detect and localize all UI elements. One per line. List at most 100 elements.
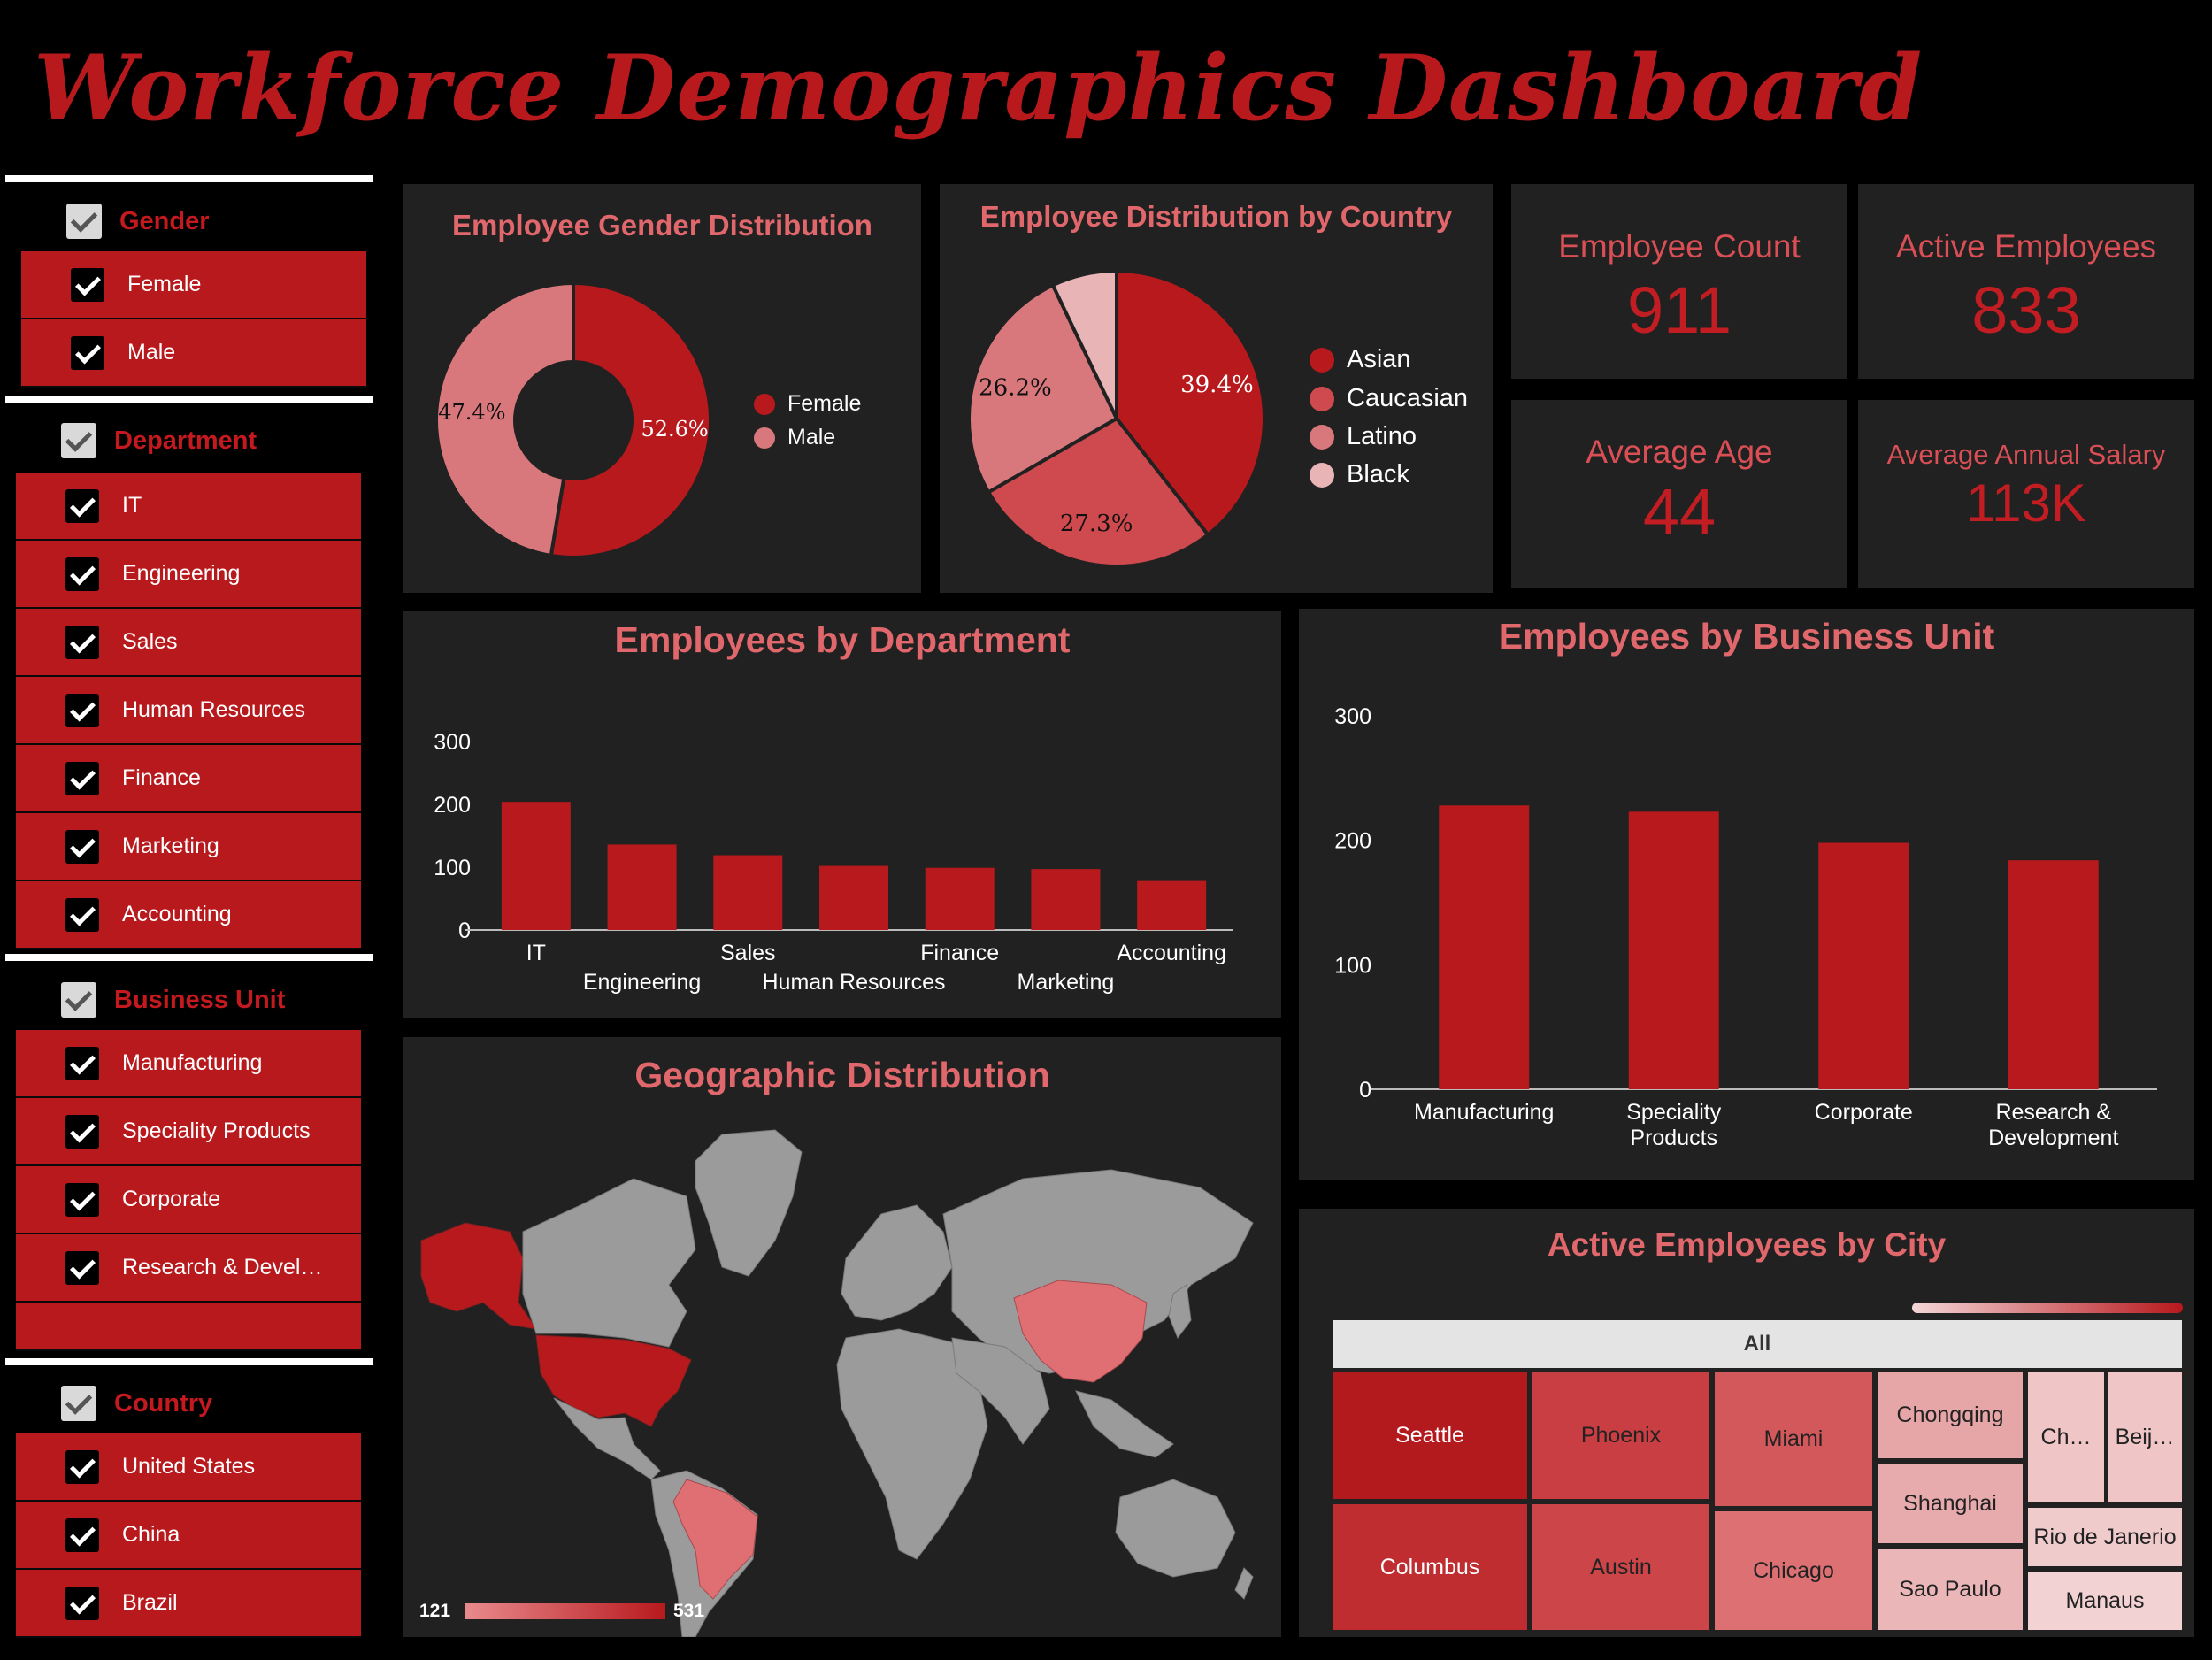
- slicer-item-finance[interactable]: Finance: [16, 745, 361, 813]
- checkbox[interactable]: [65, 1046, 99, 1080]
- slicer-item-corporate[interactable]: Corporate: [16, 1166, 361, 1234]
- x-tick-label: Human Resources: [762, 970, 945, 995]
- treemap-cell-chicago[interactable]: Chicago: [1715, 1511, 1872, 1630]
- map-region-brazil: [672, 1479, 758, 1600]
- bar-corporate[interactable]: [1818, 842, 1909, 1089]
- bar-accounting[interactable]: [1137, 880, 1207, 930]
- x-tick-label: Accounting: [1117, 941, 1226, 965]
- map-color-scale: [465, 1603, 665, 1619]
- bar-it[interactable]: [501, 802, 571, 930]
- country-chart-panel: Employee Distribution by Country 39.4% 27…: [940, 184, 1493, 593]
- bar-human-resources[interactable]: [819, 865, 888, 930]
- pie-slice-female[interactable]: [549, 281, 712, 559]
- x-tick-label: Manufacturing: [1414, 1100, 1554, 1125]
- select-all-checkbox[interactable]: [61, 1386, 96, 1421]
- business-unit-chart-panel: Employees by Business Unit 0 100 200 300 Man…: [1299, 609, 2194, 1180]
- checkbox[interactable]: [65, 1518, 99, 1552]
- y-tick-label: 300: [1334, 704, 1371, 729]
- bar-speciality-products[interactable]: [1628, 811, 1719, 1089]
- bar-manufacturing[interactable]: [1439, 805, 1530, 1089]
- pie-slice-asian[interactable]: [1115, 268, 1266, 538]
- slicer-item-it[interactable]: IT: [16, 473, 361, 541]
- slicer-item-manufacturing[interactable]: Manufacturing: [16, 1030, 361, 1098]
- x-tick-label: Speciality: [1626, 1100, 1721, 1125]
- treemap-cell-sao-paulo[interactable]: Sao Paulo: [1878, 1549, 2023, 1630]
- treemap-cell-columbus[interactable]: Columbus: [1333, 1504, 1527, 1630]
- y-tick-label: 0: [458, 918, 471, 943]
- map-region-europe: [841, 1204, 953, 1321]
- world-map[interactable]: [403, 1108, 1281, 1637]
- treemap-cell-chongqing[interactable]: Chongqing: [1878, 1372, 2023, 1458]
- slicer-item-research-development[interactable]: Research & Devel…: [16, 1234, 361, 1303]
- checkbox[interactable]: [65, 693, 99, 727]
- bar-marketing[interactable]: [1031, 869, 1101, 930]
- map-region-greenland: [695, 1129, 803, 1277]
- kpi-label: Employee Count: [1558, 228, 1801, 265]
- checkbox[interactable]: [65, 829, 99, 864]
- slicer-item-human-resources[interactable]: Human Resources: [16, 677, 361, 745]
- slicer-item-engineering[interactable]: Engineering: [16, 541, 361, 609]
- bar-engineering[interactable]: [607, 844, 677, 930]
- map-region-japan: [1168, 1284, 1192, 1340]
- slicer-item-male[interactable]: Male: [21, 319, 366, 388]
- treemap-cell-miami[interactable]: Miami: [1715, 1372, 1872, 1506]
- bar-sales[interactable]: [713, 855, 783, 930]
- country-slicer-header[interactable]: Country: [61, 1386, 212, 1421]
- slicer-item-speciality-products[interactable]: Speciality Products: [16, 1098, 361, 1166]
- treemap-cell-manaus[interactable]: Manaus: [2028, 1572, 2182, 1630]
- legend-item-female: Female: [754, 391, 861, 417]
- select-all-checkbox[interactable]: [66, 204, 102, 239]
- checkbox[interactable]: [65, 557, 99, 591]
- slicer-item-china[interactable]: China: [16, 1502, 361, 1570]
- checkbox[interactable]: [71, 267, 104, 302]
- geographic-map-panel: Geographic Distribution 121: [403, 1037, 1281, 1637]
- bar-finance[interactable]: [925, 867, 995, 930]
- checkbox[interactable]: [65, 1586, 99, 1620]
- treemap-header-all[interactable]: All: [1333, 1320, 2182, 1368]
- treemap-cell-phoenix[interactable]: Phoenix: [1532, 1372, 1709, 1499]
- checkbox[interactable]: [65, 897, 99, 932]
- bar-research-development[interactable]: [2008, 860, 2099, 1089]
- checkbox[interactable]: [65, 1182, 99, 1217]
- slicer-item-marketing[interactable]: Marketing: [16, 813, 361, 881]
- slicer-item-sales[interactable]: Sales: [16, 609, 361, 677]
- checkbox[interactable]: [65, 1449, 99, 1484]
- slicer-item-female[interactable]: Female: [21, 251, 366, 319]
- map-region-alaska: [420, 1222, 538, 1330]
- select-all-checkbox[interactable]: [61, 982, 96, 1018]
- pie-slice-male[interactable]: [434, 281, 575, 558]
- map-region-australia: [1115, 1479, 1236, 1578]
- checkbox[interactable]: [65, 761, 99, 795]
- treemap-cell-seattle[interactable]: Seattle: [1333, 1372, 1527, 1499]
- select-all-checkbox[interactable]: [61, 423, 96, 458]
- checkbox[interactable]: [65, 488, 99, 523]
- department-bar-chart: 0 100 200 300 IT Engineering Sales Human Resour…: [434, 730, 1233, 995]
- pie-slice-latino[interactable]: [967, 282, 1119, 495]
- treemap-color-scale: [1912, 1303, 2183, 1313]
- business-unit-slicer: Manufacturing Speciality Products Corpor…: [16, 1030, 361, 1351]
- y-tick-label: 200: [1334, 829, 1371, 854]
- treemap-cell-ch[interactable]: Ch…: [2028, 1372, 2104, 1502]
- map-region-new-zealand: [1234, 1567, 1254, 1600]
- kpi-value: 44: [1642, 475, 1717, 549]
- treemap-cell-shanghai[interactable]: Shanghai: [1878, 1464, 2023, 1543]
- slicer-item-brazil[interactable]: Brazil: [16, 1570, 361, 1638]
- slicer-item-united-states[interactable]: United States: [16, 1433, 361, 1502]
- checkbox[interactable]: [65, 625, 99, 659]
- checkbox[interactable]: [65, 1114, 99, 1149]
- dashboard-title: Workforce Demographics Dashboard: [34, 35, 1924, 142]
- treemap-cell-rio-de-janerio[interactable]: Rio de Janerio: [2028, 1508, 2182, 1566]
- checkbox[interactable]: [71, 335, 104, 370]
- treemap-cell-austin[interactable]: Austin: [1532, 1504, 1709, 1630]
- department-slicer-header[interactable]: Department: [61, 423, 257, 458]
- treemap-cell-beij[interactable]: Beij…: [2108, 1372, 2182, 1502]
- business-unit-slicer-header[interactable]: Business Unit: [61, 982, 285, 1018]
- gender-slicer-header[interactable]: Gender: [66, 204, 210, 239]
- legend-swatch: [754, 393, 775, 415]
- slicer-title: Country: [114, 1388, 213, 1418]
- pie-slice-black[interactable]: [1050, 268, 1118, 419]
- slicer-item-accounting[interactable]: Accounting: [16, 881, 361, 949]
- pie-slice-caucasian[interactable]: [986, 416, 1210, 568]
- data-label: 52.6%: [641, 417, 708, 442]
- checkbox[interactable]: [65, 1250, 99, 1285]
